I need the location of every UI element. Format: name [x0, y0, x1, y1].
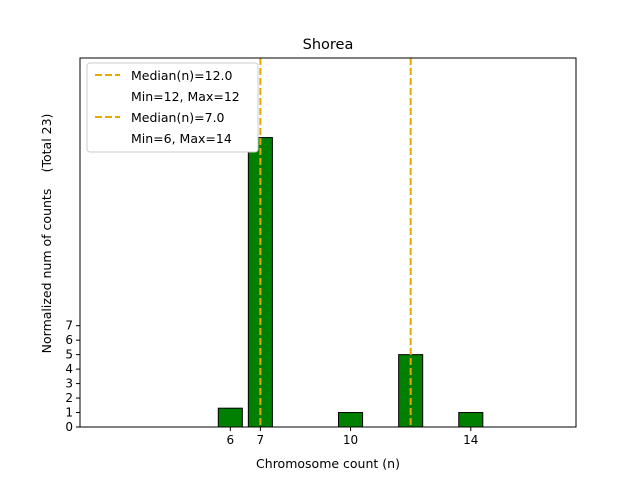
y-tick-label-7: 7	[65, 319, 73, 333]
chart-title: Shorea	[303, 37, 354, 53]
legend-label-3: Min=6, Max=14	[131, 131, 232, 146]
legend-box	[86, 62, 259, 153]
bars-group	[217, 137, 484, 428]
y-tick-label-1: 1	[65, 406, 73, 420]
x-axis-label: Chromosome count (n)	[256, 456, 400, 471]
legend-label-2: Median(n)=7.0	[131, 110, 225, 125]
x-tick-label-6: 6	[226, 433, 234, 447]
y-tick-label-2: 2	[65, 391, 73, 405]
y-axis-label-note: (Total 23)	[39, 114, 54, 173]
median-lines-group	[259, 58, 412, 427]
y-tick-label-0: 0	[65, 420, 73, 434]
y-tick-label-5: 5	[65, 348, 73, 362]
bar-6	[217, 407, 243, 428]
legend: Median(n)=12.0 Min=12, Max=12 Median(n)=7.…	[86, 62, 259, 153]
axes-frame	[79, 57, 577, 428]
y-axis-label: Normalized num of counts	[39, 189, 54, 354]
y-tick-label-3: 3	[65, 377, 73, 391]
bar-10	[338, 412, 364, 428]
legend-label-1: Min=12, Max=12	[131, 89, 240, 104]
x-tick-label-7: 7	[257, 433, 265, 447]
x-tick-label-14: 14	[463, 433, 478, 447]
y-tick-label-4: 4	[65, 362, 73, 376]
bar-14	[458, 412, 484, 428]
y-tick-label-6: 6	[65, 333, 73, 347]
legend-label-0: Median(n)=12.0	[131, 68, 232, 83]
x-ticks-group: 6 7 10 14	[226, 427, 478, 447]
x-tick-label-10: 10	[343, 433, 358, 447]
